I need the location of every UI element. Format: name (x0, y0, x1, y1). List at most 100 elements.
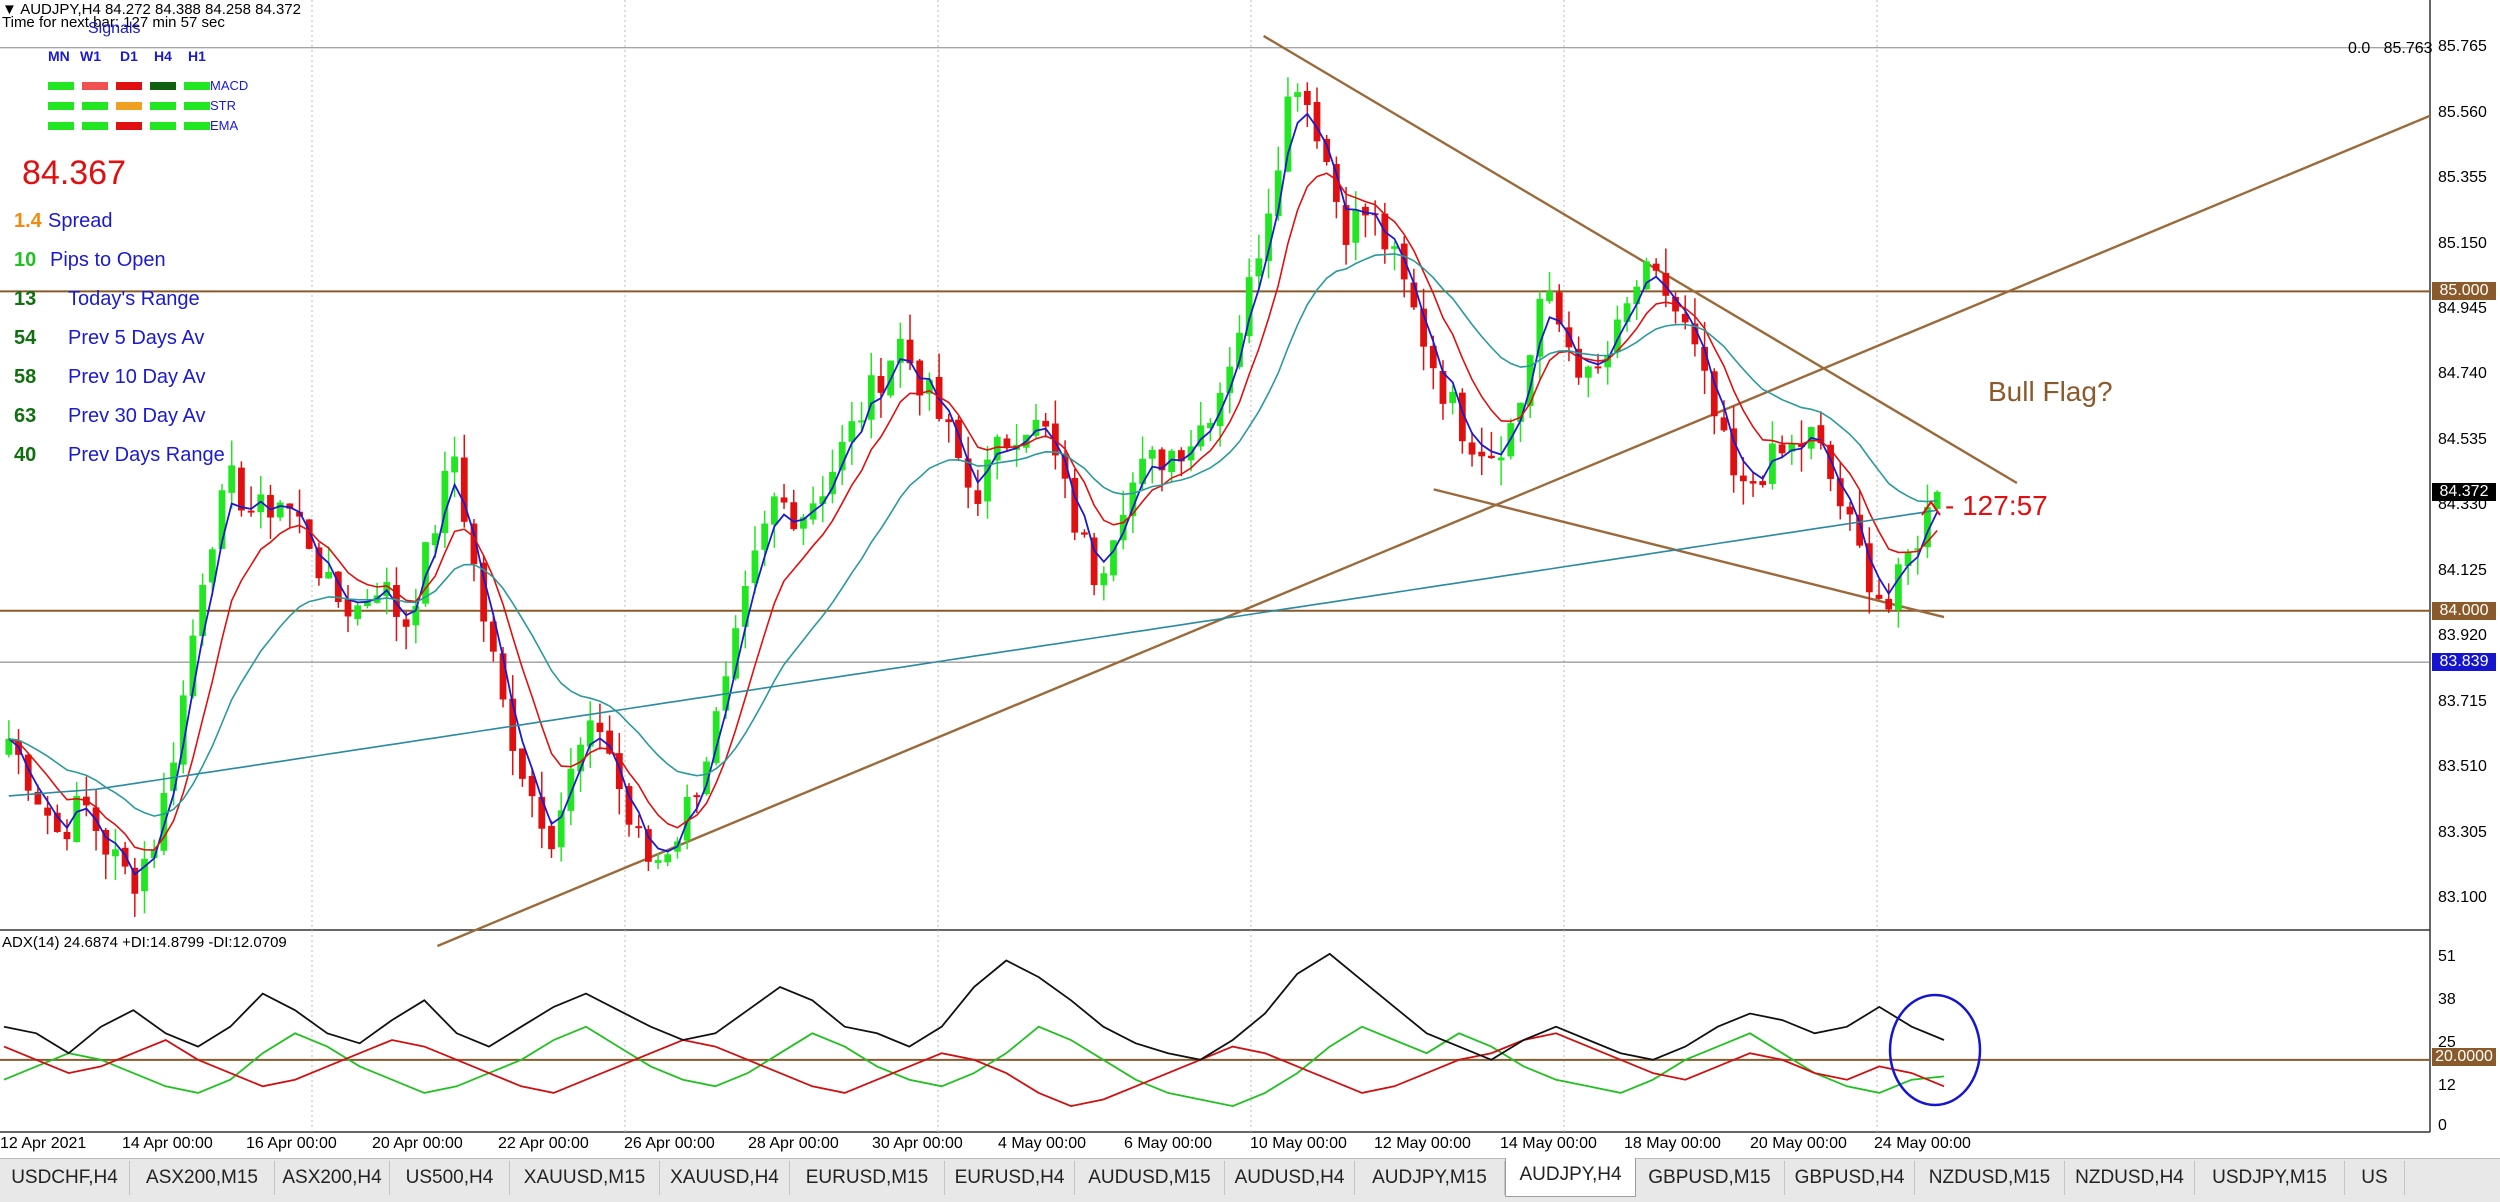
candle-body (334, 571, 342, 603)
candle-body (102, 829, 110, 855)
tab-usdchf-h4[interactable]: USDCHF,H4 (0, 1161, 130, 1195)
candle-body (276, 502, 284, 518)
time-label: 14 Apr 00:00 (122, 1135, 213, 1152)
time-label: 6 May 00:00 (1124, 1135, 1213, 1152)
tab-xauusd-m15[interactable]: XAUUSD,M15 (510, 1161, 660, 1195)
plus-di-line (3, 1025, 1945, 1108)
signal-cell (184, 82, 210, 90)
candle-body (557, 810, 565, 848)
candle-body (1865, 543, 1873, 593)
price-tick-label: 85.150 (2438, 234, 2487, 252)
candle-body (189, 635, 197, 697)
stat-value: 40 (14, 444, 37, 466)
candle-body (1323, 138, 1331, 162)
candle-body (1536, 298, 1544, 357)
tab-audjpy-h4[interactable]: AUDJPY,H4 (1505, 1158, 1636, 1197)
tab-nzdusd-h4[interactable]: NZDUSD,H4 (2065, 1161, 2195, 1195)
candle-body (703, 761, 710, 795)
candle-body (1604, 354, 1612, 368)
candle-body (393, 585, 400, 617)
countdown-annotation: - 127:57 (1945, 490, 2048, 521)
signal-name-ema: EMA (210, 118, 239, 133)
tab-asx200-h4[interactable]: ASX200,H4 (275, 1161, 390, 1195)
candle-body (1517, 402, 1524, 422)
tab-us500-h4[interactable]: US500,H4 (390, 1161, 510, 1195)
candle-body (267, 495, 274, 518)
adx-scale-label: 38 (2438, 991, 2456, 1009)
menu-triangle-icon[interactable]: ▼ (2, 1, 17, 18)
candle-body (1158, 449, 1166, 471)
time-label: 26 Apr 00:00 (624, 1135, 715, 1152)
candle-body (53, 812, 61, 833)
candle-body (1710, 371, 1718, 417)
candle-body (567, 768, 575, 811)
price-tick-label: 83.920 (2438, 627, 2487, 645)
signal-cell (116, 82, 142, 90)
candle-body (964, 458, 972, 488)
candle-body (1856, 514, 1864, 546)
candle-body (664, 854, 672, 863)
candle-body (741, 586, 749, 627)
tab-eurusd-m15[interactable]: EURUSD,M15 (790, 1161, 945, 1195)
candle-body (1362, 206, 1369, 216)
time-label: 28 Apr 00:00 (748, 1135, 839, 1152)
signal-cell (48, 82, 74, 90)
candle-body (896, 338, 904, 363)
signal-cell (116, 122, 142, 130)
candle-body (955, 419, 962, 459)
candle-body (1488, 455, 1495, 459)
fib-level-label: 0.0 85.763 (2348, 40, 2433, 57)
candle-body (1633, 286, 1641, 305)
chart-header: ▼ AUDJPY,H4 84.272 84.388 84.258 84.372 (2, 2, 301, 18)
candle-body (1207, 422, 1214, 429)
tab-audjpy-m15[interactable]: AUDJPY,M15 (1355, 1161, 1505, 1195)
stat-label: Spread (48, 210, 113, 232)
tab-gbpusd-m15[interactable]: GBPUSD,M15 (1635, 1161, 1785, 1195)
candle-body (538, 796, 546, 829)
candle-body (412, 605, 420, 626)
stat-value: 58 (14, 366, 37, 388)
trendline-3 (1433, 488, 1945, 619)
candle-body (1245, 277, 1253, 337)
tab-eurusd-h4[interactable]: EURUSD,H4 (945, 1161, 1075, 1195)
tab-us[interactable]: US (2345, 1161, 2405, 1195)
tab-xauusd-h4[interactable]: XAUUSD,H4 (660, 1161, 790, 1195)
candle-body (1478, 451, 1486, 457)
price-marker-84.000: 84.000 (2432, 601, 2496, 620)
candle-body (625, 786, 633, 825)
candle-body (305, 519, 313, 549)
candle-body (1042, 420, 1050, 427)
price-tick-label: 85.355 (2438, 169, 2487, 187)
candle-body (431, 533, 439, 546)
candle-body (577, 744, 584, 772)
tab-audusd-h4[interactable]: AUDUSD,H4 (1225, 1161, 1355, 1195)
candle-body (732, 628, 739, 679)
signal-cell (82, 102, 108, 110)
candle-body (1546, 291, 1553, 302)
candle-body (712, 711, 720, 763)
candle-body (1817, 425, 1825, 444)
adx-scale-label: 0 (2438, 1117, 2447, 1134)
candle-body (1303, 90, 1311, 105)
time-label: 30 Apr 00:00 (872, 1135, 963, 1152)
stat-value: 13 (14, 288, 37, 310)
tab-gbpusd-h4[interactable]: GBPUSD,H4 (1785, 1161, 1915, 1195)
candle-body (238, 467, 245, 511)
tab-nzdusd-m15[interactable]: NZDUSD,M15 (1915, 1161, 2065, 1195)
candle-body (1032, 419, 1040, 436)
candle-body (480, 562, 488, 622)
tab-usdjpy-m15[interactable]: USDJPY,M15 (2195, 1161, 2345, 1195)
candle-body (1226, 366, 1234, 394)
candle-body (1090, 537, 1098, 586)
candle-body (654, 860, 662, 863)
signal-cell (48, 122, 74, 130)
tab-asx200-m15[interactable]: ASX200,M15 (130, 1161, 275, 1195)
candle-body (131, 867, 139, 894)
stat-value: 63 (14, 405, 37, 427)
adx-line (3, 952, 1945, 1061)
candle-body (1526, 355, 1534, 406)
signal-timeframe-H1: H1 (188, 48, 206, 64)
tab-audusd-m15[interactable]: AUDUSD,M15 (1075, 1161, 1225, 1195)
candle-body (24, 754, 32, 791)
